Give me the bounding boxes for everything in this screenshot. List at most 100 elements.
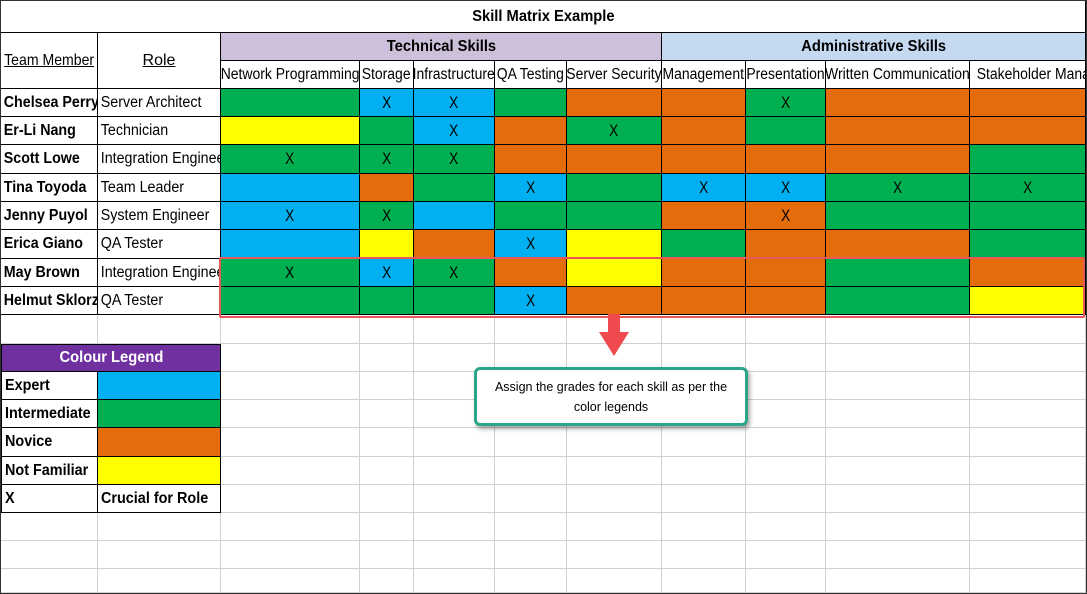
skill-cell[interactable] xyxy=(567,287,662,315)
empty-cell[interactable] xyxy=(662,569,746,593)
skill-cell[interactable] xyxy=(746,117,826,145)
skill-cell[interactable] xyxy=(221,117,360,145)
skill-cell[interactable] xyxy=(495,117,567,145)
empty-cell[interactable] xyxy=(360,400,414,428)
empty-cell[interactable] xyxy=(746,315,826,344)
empty-cell[interactable] xyxy=(414,315,495,344)
empty-cell[interactable] xyxy=(746,569,826,593)
empty-cell[interactable] xyxy=(414,541,495,569)
skill-cell[interactable] xyxy=(567,202,662,230)
skill-cell[interactable]: X xyxy=(826,174,970,202)
skill-cell[interactable] xyxy=(360,174,414,202)
empty-cell[interactable] xyxy=(221,513,360,541)
skill-cell[interactable] xyxy=(414,287,495,315)
skill-cell[interactable] xyxy=(970,117,1086,145)
empty-cell[interactable] xyxy=(826,344,970,372)
empty-cell[interactable] xyxy=(221,457,360,485)
empty-cell[interactable] xyxy=(360,541,414,569)
empty-cell[interactable] xyxy=(746,372,826,400)
empty-cell[interactable] xyxy=(414,485,495,513)
skill-cell[interactable] xyxy=(414,202,495,230)
skill-cell[interactable]: X xyxy=(746,174,826,202)
empty-cell[interactable] xyxy=(826,428,970,457)
skill-cell[interactable] xyxy=(360,230,414,259)
skill-cell[interactable] xyxy=(826,145,970,174)
skill-cell[interactable] xyxy=(567,259,662,287)
skill-cell[interactable] xyxy=(970,145,1086,174)
skill-cell[interactable] xyxy=(662,202,746,230)
empty-cell[interactable] xyxy=(221,428,360,457)
empty-cell[interactable] xyxy=(826,541,970,569)
skill-cell[interactable] xyxy=(221,174,360,202)
skill-cell[interactable] xyxy=(495,202,567,230)
skill-cell[interactable] xyxy=(567,89,662,117)
skill-cell[interactable] xyxy=(662,89,746,117)
empty-cell[interactable] xyxy=(221,344,360,372)
skill-cell[interactable] xyxy=(221,230,360,259)
empty-cell[interactable] xyxy=(495,315,567,344)
skill-cell[interactable] xyxy=(495,89,567,117)
empty-cell[interactable] xyxy=(1,513,98,541)
skill-cell[interactable] xyxy=(970,89,1086,117)
skill-cell[interactable] xyxy=(746,259,826,287)
skill-cell[interactable] xyxy=(662,145,746,174)
empty-cell[interactable] xyxy=(662,457,746,485)
empty-cell[interactable] xyxy=(567,457,662,485)
skill-cell[interactable] xyxy=(414,174,495,202)
skill-cell[interactable]: X xyxy=(746,202,826,230)
skill-cell[interactable] xyxy=(221,287,360,315)
empty-cell[interactable] xyxy=(495,457,567,485)
empty-cell[interactable] xyxy=(970,485,1086,513)
empty-cell[interactable] xyxy=(746,400,826,428)
skill-cell[interactable]: X xyxy=(567,117,662,145)
empty-cell[interactable] xyxy=(360,315,414,344)
skill-cell[interactable] xyxy=(360,287,414,315)
empty-cell[interactable] xyxy=(495,485,567,513)
skill-cell[interactable]: X xyxy=(970,174,1086,202)
skill-cell[interactable]: X xyxy=(495,287,567,315)
empty-cell[interactable] xyxy=(495,428,567,457)
empty-cell[interactable] xyxy=(662,513,746,541)
empty-cell[interactable] xyxy=(746,541,826,569)
skill-cell[interactable]: X xyxy=(360,145,414,174)
empty-cell[interactable] xyxy=(970,344,1086,372)
empty-cell[interactable] xyxy=(567,428,662,457)
empty-cell[interactable] xyxy=(414,344,495,372)
skill-cell[interactable] xyxy=(495,259,567,287)
skill-cell[interactable] xyxy=(826,230,970,259)
empty-cell[interactable] xyxy=(221,315,360,344)
skill-cell[interactable] xyxy=(567,145,662,174)
empty-cell[interactable] xyxy=(662,541,746,569)
skill-cell[interactable]: X xyxy=(221,259,360,287)
empty-cell[interactable] xyxy=(567,541,662,569)
empty-cell[interactable] xyxy=(746,513,826,541)
empty-cell[interactable] xyxy=(970,372,1086,400)
skill-cell[interactable]: X xyxy=(662,174,746,202)
empty-cell[interactable] xyxy=(495,569,567,593)
empty-cell[interactable] xyxy=(970,569,1086,593)
empty-cell[interactable] xyxy=(495,513,567,541)
empty-cell[interactable] xyxy=(826,372,970,400)
skill-cell[interactable] xyxy=(746,145,826,174)
empty-cell[interactable] xyxy=(414,513,495,541)
empty-cell[interactable] xyxy=(970,315,1086,344)
empty-cell[interactable] xyxy=(98,315,221,344)
empty-cell[interactable] xyxy=(414,569,495,593)
empty-cell[interactable] xyxy=(360,485,414,513)
empty-cell[interactable] xyxy=(221,372,360,400)
skill-cell[interactable] xyxy=(360,117,414,145)
empty-cell[interactable] xyxy=(746,485,826,513)
empty-cell[interactable] xyxy=(970,541,1086,569)
skill-cell[interactable] xyxy=(826,259,970,287)
empty-cell[interactable] xyxy=(826,513,970,541)
skill-cell[interactable] xyxy=(826,287,970,315)
skill-cell[interactable] xyxy=(662,117,746,145)
empty-cell[interactable] xyxy=(360,513,414,541)
empty-cell[interactable] xyxy=(414,457,495,485)
empty-cell[interactable] xyxy=(360,372,414,400)
skill-cell[interactable] xyxy=(662,230,746,259)
empty-cell[interactable] xyxy=(221,569,360,593)
skill-cell[interactable] xyxy=(495,145,567,174)
skill-cell[interactable] xyxy=(746,287,826,315)
skill-cell[interactable] xyxy=(662,259,746,287)
